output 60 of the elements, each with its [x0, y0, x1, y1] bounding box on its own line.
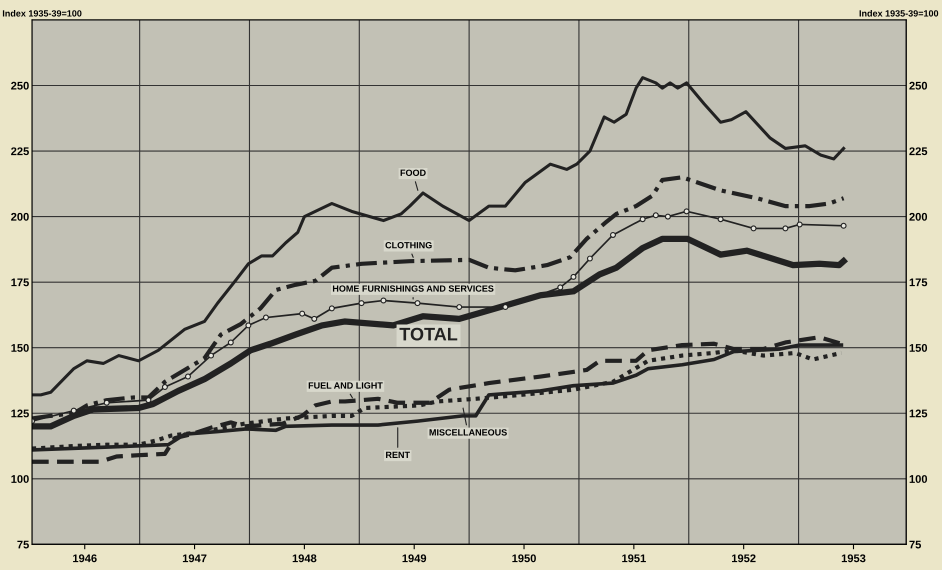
- x-tick-label: 1951: [622, 554, 646, 562]
- y-tick-label: 250: [11, 82, 29, 90]
- point: [162, 384, 168, 390]
- annotation: FOOD: [400, 170, 426, 176]
- point: [610, 232, 616, 238]
- point: [586, 256, 593, 262]
- y2-tick-label: 125: [910, 410, 928, 418]
- y2-tick-label: 200: [909, 212, 928, 221]
- x-tick-label: 1950: [512, 554, 536, 562]
- y-tick-label: 100: [11, 475, 29, 483]
- annotation: CLOTHING: [385, 242, 432, 248]
- annotation: FUEL AND LIGHT: [308, 382, 383, 389]
- point: [245, 322, 252, 328]
- point: [311, 316, 318, 322]
- point: [358, 300, 364, 306]
- point: [684, 208, 690, 214]
- x-tick-label: 1952: [732, 554, 756, 562]
- y-tick-label: 150: [11, 344, 29, 352]
- point: [299, 310, 306, 317]
- y2-axis-title: Index 1935-39=100: [860, 10, 938, 17]
- point: [456, 304, 462, 310]
- y2-tick-label: 250: [909, 82, 928, 90]
- point: [570, 274, 576, 280]
- point: [750, 225, 757, 232]
- x-tick-label: 1947: [182, 554, 206, 562]
- y2-tick-label: 75: [909, 540, 922, 548]
- y-tick-label: 75: [17, 540, 29, 548]
- annotation: HOME FURNISHINGS AND SERVICES: [332, 285, 494, 292]
- point: [184, 374, 191, 380]
- point: [414, 300, 420, 306]
- point: [262, 314, 269, 321]
- point: [557, 284, 564, 290]
- x-tick-label: 1953: [842, 554, 866, 562]
- point: [664, 214, 671, 220]
- y-tick-label: 125: [11, 410, 29, 418]
- y2-tick-label: 150: [910, 344, 928, 352]
- point: [228, 339, 234, 346]
- point: [328, 305, 335, 312]
- y-tick-label: 225: [11, 147, 29, 156]
- point: [208, 352, 214, 359]
- y2-tick-label: 100: [910, 475, 928, 483]
- line-series: [32, 76, 846, 396]
- point: [652, 212, 659, 218]
- point: [640, 216, 646, 222]
- y2-tick-label: 175: [910, 278, 928, 286]
- point: [796, 221, 803, 228]
- x-tick-label: 1949: [402, 554, 426, 562]
- y-axis-title: Index 1935-39=100: [2, 10, 82, 17]
- x-tick-label: 1946: [73, 554, 97, 562]
- y2-tick-label: 225: [909, 147, 928, 156]
- point: [840, 222, 847, 229]
- y-tick-label: 200: [11, 212, 29, 221]
- point: [380, 298, 386, 304]
- y-tick-label: 175: [11, 278, 29, 286]
- annotation: RENT: [386, 452, 410, 458]
- x-tick-label: 1948: [292, 554, 316, 562]
- point: [782, 225, 788, 232]
- point: [718, 216, 724, 222]
- annotation: MISCELLANEOUS: [430, 429, 507, 436]
- series-label: TOTAL: [399, 328, 458, 341]
